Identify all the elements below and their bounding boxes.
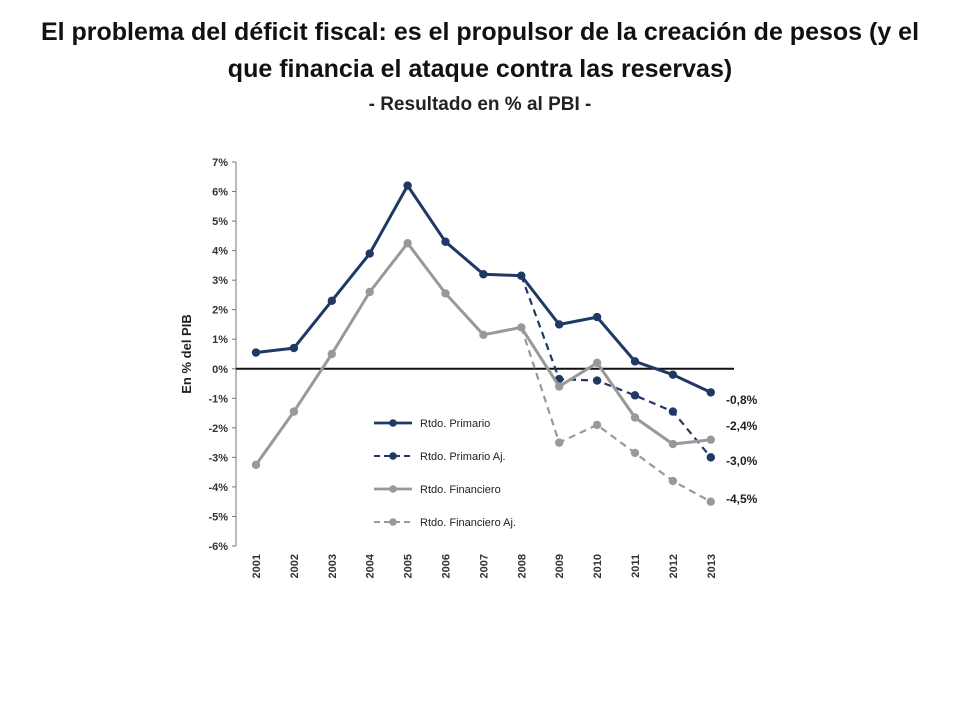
legend-label: Rtdo. Primario: [420, 418, 490, 430]
data-point: [441, 237, 450, 246]
y-tick-label: -1%: [208, 393, 228, 405]
data-point: [479, 330, 488, 339]
x-tick-label: 2002: [289, 554, 301, 578]
series-rtdo-primario: [251, 181, 715, 397]
legend-swatch-marker: [389, 419, 397, 427]
x-tick-label: 2003: [327, 554, 339, 578]
data-point: [365, 287, 374, 297]
y-tick-label: 2%: [212, 305, 228, 317]
end-value-label: -2,4%: [726, 419, 758, 433]
legend-swatch-marker: [389, 485, 397, 493]
series-rtdo-financiero-aj-: [520, 327, 715, 506]
data-point: [403, 181, 412, 190]
data-point: [289, 407, 299, 416]
y-tick-label: -5%: [208, 511, 228, 523]
end-value-label: -4,5%: [726, 492, 758, 506]
y-tick-label: -3%: [208, 452, 228, 464]
x-tick-label: 2012: [668, 554, 680, 578]
data-point: [403, 239, 412, 248]
chart-end-labels: -0,8% -2,4% -3,0% -4,5%: [726, 393, 758, 506]
data-point: [251, 460, 261, 469]
y-tick-label: -4%: [208, 482, 228, 494]
x-tick-label: 2008: [516, 554, 528, 578]
data-point: [555, 438, 564, 447]
data-point: [251, 348, 261, 357]
y-tick-label: 7%: [212, 157, 228, 169]
data-point: [479, 270, 488, 279]
x-tick-label: 2013: [706, 554, 718, 578]
data-point: [289, 343, 299, 353]
chart-series: [251, 181, 715, 506]
end-value-label: -3,0%: [726, 454, 758, 468]
data-point: [630, 413, 640, 422]
data-point: [706, 453, 715, 462]
data-point: [668, 407, 678, 416]
y-tick-label: 1%: [212, 334, 228, 346]
series-line: [520, 327, 712, 503]
y-tick-label: 3%: [212, 275, 228, 287]
data-point: [630, 357, 640, 366]
data-point: [327, 349, 336, 359]
y-axis-title: En % del PIB: [179, 314, 194, 393]
legend-label: Rtdo. Financiero: [420, 484, 501, 496]
legend-item: Rtdo. Financiero: [374, 484, 501, 496]
chart-axes: 7% 6% 5% 4% 3% 2% 1% 0% -1% -2% -3% -4% -5% -6% En % d…: [179, 157, 734, 578]
data-point: [555, 320, 564, 329]
series-line: [255, 184, 712, 394]
data-point: [555, 382, 564, 391]
data-point: [592, 376, 602, 385]
data-point: [630, 448, 640, 458]
data-point: [592, 420, 602, 430]
data-point: [706, 435, 715, 444]
y-tick-label: 0%: [212, 364, 228, 376]
slide-title: El problema del déficit fiscal: es el pr…: [40, 18, 920, 83]
y-tick-label: 5%: [212, 216, 228, 228]
data-point: [668, 370, 678, 379]
x-tick-label: 2009: [554, 554, 566, 578]
x-tick-label: 2005: [403, 554, 415, 578]
data-point: [706, 388, 715, 397]
y-tick-label: 6%: [212, 187, 228, 199]
x-tick-label: 2004: [365, 553, 377, 578]
legend-label: Rtdo. Financiero Aj.: [420, 517, 516, 529]
legend-item: Rtdo. Financiero Aj.: [374, 517, 516, 529]
legend-item: Rtdo. Primario Aj.: [374, 451, 506, 463]
legend-item: Rtdo. Primario: [374, 418, 490, 430]
x-tick-label: 2011: [630, 554, 642, 578]
legend-swatch-marker: [389, 452, 397, 460]
x-tick-label: 2006: [441, 554, 453, 578]
data-point: [668, 476, 678, 486]
x-tick-label: 2007: [478, 554, 490, 578]
data-point: [441, 289, 450, 298]
legend-swatch-marker: [389, 518, 397, 526]
data-point: [327, 296, 336, 306]
y-tick-label: 4%: [212, 246, 228, 258]
legend-label: Rtdo. Primario Aj.: [420, 451, 506, 463]
end-value-label: -0,8%: [726, 393, 758, 407]
data-point: [592, 358, 602, 368]
data-point: [365, 249, 374, 258]
x-tick-label: 2010: [592, 554, 604, 578]
data-point: [706, 497, 715, 506]
data-point: [592, 312, 602, 322]
chart-legend: Rtdo. Primario Rtdo. Primario Aj. Rtdo. Fi…: [374, 418, 516, 529]
series-rtdo-financiero: [251, 239, 715, 469]
series-line: [520, 275, 712, 459]
y-tick-label: -6%: [208, 541, 228, 553]
x-tick-label: 2001: [251, 554, 263, 578]
data-point: [630, 391, 640, 400]
data-point: [668, 439, 678, 449]
y-tick-label: -2%: [208, 423, 228, 435]
slide-subtitle: - Resultado en % al PBI -: [368, 94, 592, 115]
